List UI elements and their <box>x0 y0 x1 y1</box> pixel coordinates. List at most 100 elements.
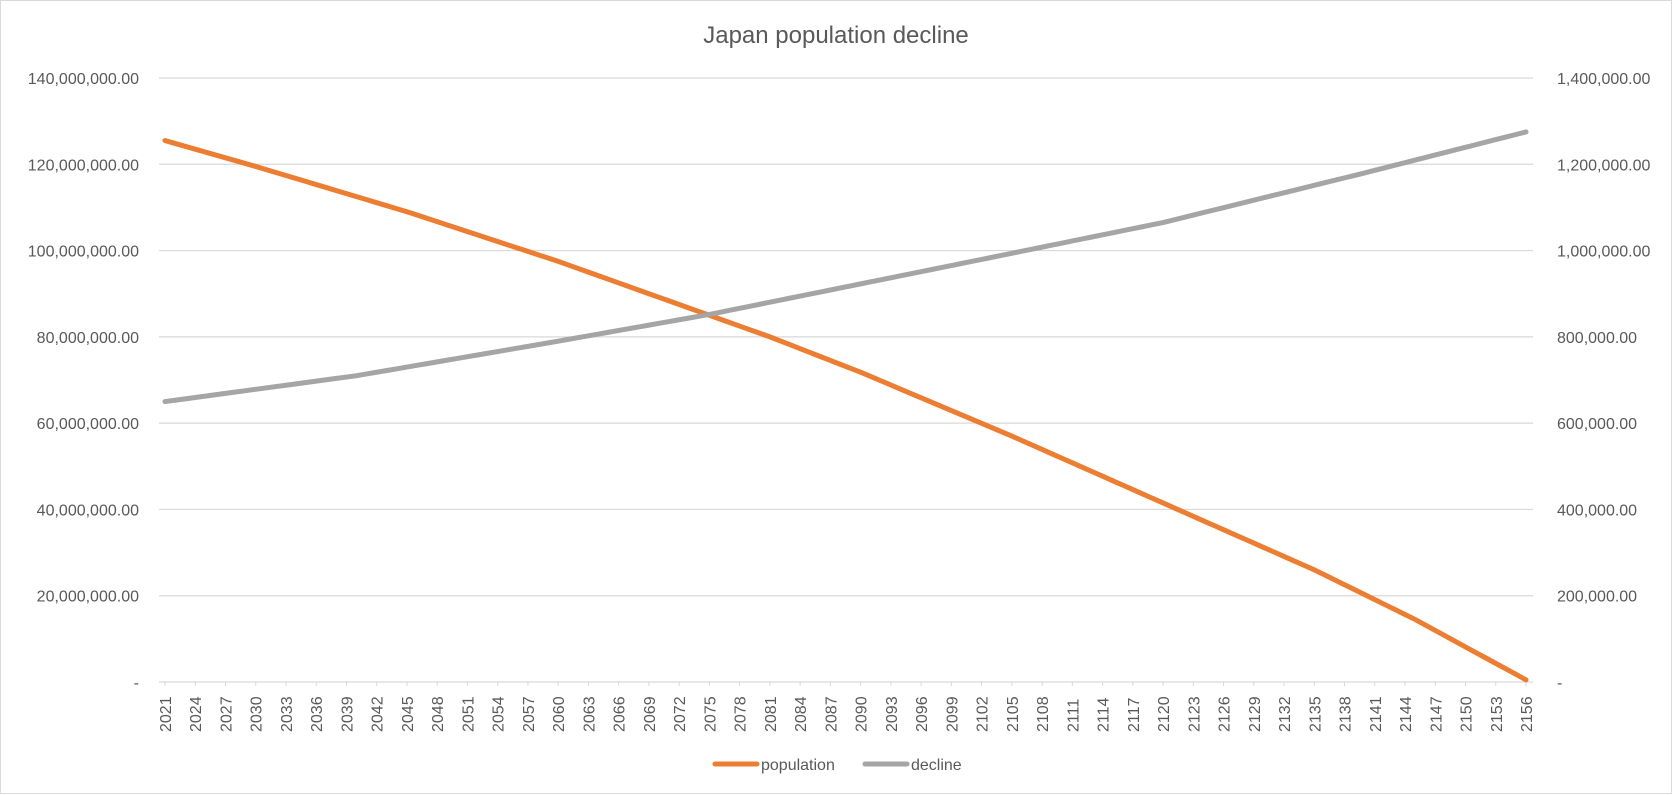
y-tick-label: 40,000,000.00 <box>37 502 139 519</box>
x-tick-group: 2129 <box>1247 696 1264 732</box>
x-tick-label: 2081 <box>763 696 780 732</box>
y2-tick-label: 600,000.00 <box>1557 416 1637 433</box>
x-tick-label: 2048 <box>430 696 447 732</box>
x-tick-group: 2147 <box>1428 696 1445 732</box>
x-tick-label: 2051 <box>460 696 477 732</box>
x-tick-group: 2144 <box>1398 696 1415 732</box>
x-tick-label: 2150 <box>1459 696 1476 732</box>
y-tick-label: 20,000,000.00 <box>37 589 139 606</box>
x-tick-label: 2099 <box>944 696 961 732</box>
y2-tick-label: - <box>1557 675 1562 692</box>
x-tick-label: 2087 <box>823 696 840 732</box>
x-tick-group: 2063 <box>581 696 598 732</box>
x-tick-group: 2081 <box>763 696 780 732</box>
x-tick-group: 2054 <box>491 696 508 732</box>
x-tick-group: 2096 <box>914 696 931 732</box>
x-tick-group: 2021 <box>158 696 175 732</box>
x-tick-label: 2147 <box>1428 696 1445 732</box>
x-tick-label: 2024 <box>188 696 205 732</box>
x-tick-group: 2075 <box>702 696 719 732</box>
x-tick-label: 2144 <box>1398 696 1415 732</box>
x-tick-label: 2021 <box>158 696 175 732</box>
x-tick-label: 2090 <box>854 696 871 732</box>
x-tick-group: 2039 <box>339 696 356 732</box>
x-tick-group: 2027 <box>218 696 235 732</box>
x-tick-group: 2042 <box>370 696 387 732</box>
y-tick-label: 60,000,000.00 <box>37 416 139 433</box>
left-axis: - 20,000,000.00 40,000,000.00 60,000,000.00… <box>28 71 139 692</box>
x-tick-group: 2078 <box>733 696 750 732</box>
x-tick-group: 2114 <box>1096 697 1113 732</box>
x-tick-label: 2060 <box>551 696 568 732</box>
x-tick-group: 2111 <box>1065 699 1082 732</box>
x-tick-group: 2150 <box>1459 696 1476 732</box>
x-tick-label: 2093 <box>884 696 901 732</box>
x-tick-group: 2090 <box>854 696 871 732</box>
x-tick-group: 2132 <box>1277 696 1294 732</box>
x-tick-label: 2108 <box>1035 696 1052 732</box>
y2-tick-label: 1,400,000.00 <box>1557 71 1651 88</box>
x-tick-label: 2114 <box>1096 697 1113 732</box>
x-tick-group: 2126 <box>1217 696 1234 732</box>
x-tick-group: 2156 <box>1519 696 1536 732</box>
x-tick-group: 2153 <box>1489 696 1506 732</box>
x-tick-group: 2117 <box>1126 697 1143 732</box>
x-tick-label: 2102 <box>975 696 992 732</box>
x-axis: 2021 2024 2027 2030 2033 2036 2039 2042 2045 2048… <box>158 682 1536 732</box>
x-tick-group: 2051 <box>460 696 477 732</box>
x-tick-label: 2072 <box>672 696 689 732</box>
y2-tick-label: 200,000.00 <box>1557 589 1637 606</box>
x-tick-label: 2126 <box>1217 696 1234 732</box>
x-tick-group: 2138 <box>1338 696 1355 732</box>
x-tick-label: 2084 <box>793 696 810 732</box>
x-tick-label: 2120 <box>1156 696 1173 732</box>
x-tick-label: 2030 <box>249 696 266 732</box>
x-tick-label: 2129 <box>1247 696 1264 732</box>
x-tick-group: 2105 <box>1005 696 1022 732</box>
x-tick-label: 2042 <box>370 696 387 732</box>
x-tick-label: 2036 <box>309 696 326 732</box>
x-tick-group: 2099 <box>944 696 961 732</box>
x-tick-label: 2054 <box>491 696 508 732</box>
x-tick-label: 2105 <box>1005 696 1022 732</box>
x-tick-group: 2048 <box>430 696 447 732</box>
x-tick-label: 2135 <box>1307 696 1324 732</box>
y2-tick-label: 400,000.00 <box>1557 502 1637 519</box>
decline-line <box>162 129 1529 405</box>
y2-tick-label: 800,000.00 <box>1557 330 1637 347</box>
legend-item-population: population <box>712 757 835 774</box>
population-line <box>162 138 1529 683</box>
y-tick-label: - <box>134 675 139 692</box>
y-tick-label: 140,000,000.00 <box>28 71 139 88</box>
x-tick-label: 2141 <box>1368 696 1385 732</box>
legend-label: population <box>761 757 835 774</box>
series-lines <box>162 129 1529 683</box>
x-tick-label: 2096 <box>914 696 931 732</box>
x-tick-label: 2039 <box>339 696 356 732</box>
y-tick-label: 120,000,000.00 <box>28 157 139 174</box>
y-tick-label: 80,000,000.00 <box>37 330 139 347</box>
x-tick-group: 2135 <box>1307 696 1324 732</box>
x-tick-group: 2024 <box>188 696 205 732</box>
legend-label: decline <box>911 757 962 774</box>
gridlines <box>159 77 1533 683</box>
x-tick-label: 2123 <box>1186 696 1203 732</box>
x-tick-group: 2060 <box>551 696 568 732</box>
x-tick-group: 2093 <box>884 696 901 732</box>
x-tick-label: 2057 <box>521 696 538 732</box>
legend-item-decline: decline <box>862 757 962 774</box>
x-tick-group: 2033 <box>279 696 296 732</box>
y-tick-label: 100,000,000.00 <box>28 244 139 261</box>
x-tick-group: 2123 <box>1186 696 1203 732</box>
x-tick-label: 2156 <box>1519 696 1536 732</box>
x-tick-label: 2078 <box>733 696 750 732</box>
x-tick-label: 2027 <box>218 696 235 732</box>
chart-title: Japan population decline <box>703 22 969 49</box>
x-tick-group: 2084 <box>793 696 810 732</box>
x-tick-group: 2120 <box>1156 696 1173 732</box>
y2-tick-label: 1,200,000.00 <box>1557 157 1651 174</box>
x-tick-label: 2069 <box>642 696 659 732</box>
x-tick-group: 2087 <box>823 696 840 732</box>
